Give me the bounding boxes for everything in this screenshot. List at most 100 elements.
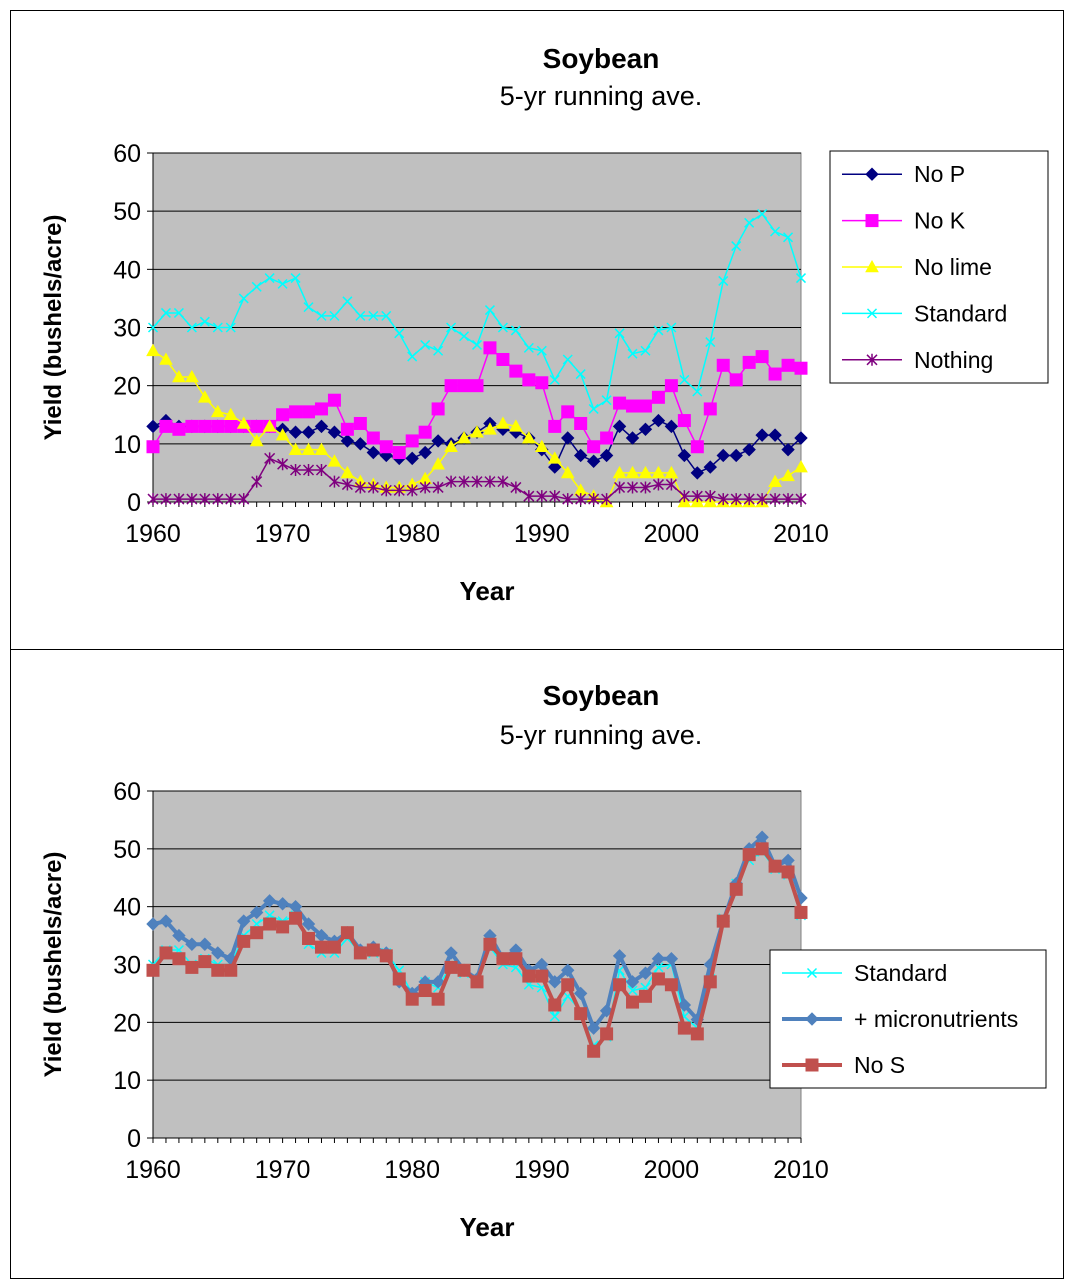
data-point-no-k	[755, 350, 769, 364]
legend-marker-no-s	[805, 1058, 819, 1072]
legend-marker-no-k	[865, 214, 879, 228]
data-point-no-lime	[496, 416, 510, 429]
chart-no-p-no-k-no-lime: Soybean 5-yr running ave. 0 10 20 30 40 50 60 196…	[40, 43, 1049, 606]
data-point-nothing	[769, 493, 781, 506]
data-point-nothing	[380, 484, 392, 497]
x-tick-label: 1970	[255, 1156, 311, 1184]
data-point-standard	[225, 322, 236, 333]
data-point-no-s	[302, 931, 316, 945]
data-point-no-k	[224, 419, 238, 433]
data-point-no-k	[172, 422, 186, 436]
data-point-no-k	[742, 355, 756, 369]
data-point-standard	[329, 310, 340, 321]
legend-label-no-k: No K	[914, 208, 966, 234]
data-point-standard	[446, 322, 457, 333]
data-point-no-s	[250, 926, 264, 940]
y-tick-label: 10	[113, 1067, 141, 1095]
data-point-no-s	[626, 995, 640, 1009]
legend-label-no-s: No S	[854, 1052, 905, 1078]
data-point-no-p	[327, 425, 342, 439]
legend-marker-standard	[806, 967, 818, 979]
data-point-no-s	[587, 1044, 601, 1058]
data-point-no-s	[535, 969, 549, 983]
data-point-no-s	[198, 955, 212, 969]
y-tick-label: 60	[113, 140, 141, 168]
series-no-k	[146, 341, 808, 460]
data-point-standard	[381, 310, 392, 321]
chart-title: Soybean	[543, 680, 660, 711]
data-point-no-k	[690, 440, 704, 454]
series-nothing	[147, 452, 807, 506]
data-point-no-p	[742, 442, 756, 457]
data-point-no-p	[405, 451, 419, 466]
data-point-no-k	[496, 352, 510, 366]
data-point-no-s	[327, 940, 341, 954]
data-point-micronutrients	[159, 914, 173, 928]
data-point-nothing	[264, 452, 276, 465]
data-point-no-k	[405, 434, 419, 448]
data-point-no-s	[496, 952, 510, 966]
legend-label-no-lime: No lime	[914, 254, 992, 280]
data-point-no-p	[561, 431, 575, 445]
data-point-nothing	[238, 493, 250, 506]
data-point-no-k	[146, 440, 160, 454]
data-point-no-lime	[327, 454, 342, 467]
data-point-no-s	[548, 998, 562, 1012]
data-point-no-k	[353, 416, 367, 430]
data-point-nothing	[367, 481, 379, 494]
data-point-standard	[549, 374, 560, 385]
data-point-no-k	[677, 414, 691, 428]
data-point-no-p	[418, 445, 432, 460]
data-point-no-lime	[612, 465, 627, 479]
chart-subtitle: 5-yr running ave.	[500, 81, 703, 111]
data-point-nothing	[691, 490, 703, 503]
data-point-micronutrients	[586, 1021, 601, 1035]
data-point-no-lime	[470, 425, 484, 438]
data-point-micronutrients	[431, 975, 445, 989]
data-point-nothing	[730, 493, 742, 506]
data-point-no-lime	[521, 430, 536, 444]
data-point-micronutrients	[548, 975, 562, 989]
chart-title: Soybean	[543, 43, 660, 74]
data-point-no-s	[418, 984, 432, 998]
data-point-no-s	[353, 946, 367, 960]
data-point-nothing	[225, 493, 237, 506]
data-point-nothing	[458, 475, 470, 488]
data-point-no-s	[651, 972, 665, 986]
data-point-no-p	[366, 445, 381, 460]
data-point-no-k	[314, 402, 328, 416]
data-point-no-lime	[275, 428, 290, 441]
legend-label-micronutrients: + micronutrients	[854, 1006, 1018, 1032]
data-point-no-k	[327, 393, 341, 407]
data-point-standard	[795, 273, 807, 284]
data-point-no-p	[340, 434, 355, 448]
data-point-nothing	[704, 490, 716, 503]
data-point-nothing	[277, 458, 289, 471]
data-point-no-k	[185, 419, 199, 433]
data-point-standard	[614, 328, 625, 339]
data-point-standard	[394, 328, 405, 339]
data-point-no-s	[664, 978, 678, 992]
y-axis-label: Yield (bushels/acre)	[40, 852, 67, 1078]
data-point-no-lime	[223, 407, 238, 421]
data-point-no-k	[289, 405, 303, 419]
chart-panel-top: Soybean 5-yr running ave. 0 10 20 30 40 50 60 196…	[10, 10, 1064, 650]
data-point-nothing	[484, 475, 496, 488]
data-point-micronutrients	[638, 966, 653, 980]
data-point-no-lime	[262, 419, 277, 432]
data-point-nothing	[614, 481, 626, 494]
data-point-standard	[705, 337, 716, 348]
data-point-micronutrients	[237, 914, 251, 928]
data-point-no-s	[600, 1027, 614, 1041]
data-point-standard	[588, 403, 599, 414]
data-point-standard	[783, 232, 794, 243]
data-point-no-s	[224, 963, 238, 977]
data-point-no-lime	[625, 465, 640, 479]
y-tick-label: 0	[127, 1125, 141, 1153]
data-point-nothing	[562, 493, 574, 506]
data-point-no-k	[587, 440, 601, 454]
legend-marker-no-lime	[865, 259, 879, 273]
data-point-no-s	[768, 859, 782, 873]
data-point-standard	[640, 345, 651, 356]
data-point-no-s	[379, 949, 393, 963]
